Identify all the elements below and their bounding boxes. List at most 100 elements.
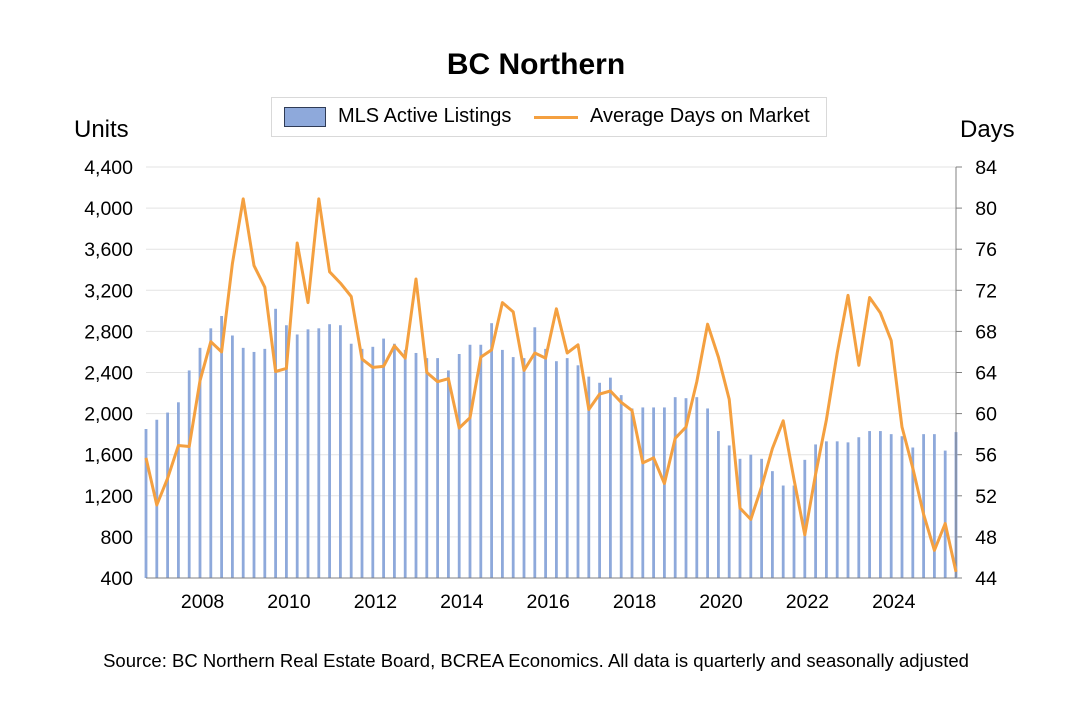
listings-bar xyxy=(144,429,148,578)
listings-bar xyxy=(846,442,850,578)
listings-bar xyxy=(522,358,526,578)
x-tick-label: 2014 xyxy=(440,591,484,613)
listings-bar xyxy=(673,397,677,578)
left-tick-label: 800 xyxy=(100,527,133,549)
right-tick-label: 80 xyxy=(975,198,997,220)
days-on-market-line xyxy=(144,197,958,573)
listings-bar xyxy=(263,348,267,578)
right-tick-label: 48 xyxy=(975,527,997,549)
listings-bar xyxy=(587,376,591,578)
x-tick-label: 2022 xyxy=(786,591,829,613)
left-axis-title: Units xyxy=(74,116,129,143)
listings-bar xyxy=(511,357,515,578)
left-tick-label: 4,400 xyxy=(84,157,133,179)
legend-swatch-listings xyxy=(284,107,326,127)
listings-bar xyxy=(198,347,202,578)
chart-plot-area: 400 44 800 48 1,200 52 1,600 56 2,000 60 2,400 64 2,… xyxy=(84,157,997,613)
listings-bar xyxy=(857,437,861,578)
listings-bar xyxy=(609,377,612,578)
right-tick-label: 84 xyxy=(975,157,997,179)
listings-bar xyxy=(241,347,245,578)
x-tick-label: 2020 xyxy=(699,591,743,613)
listings-bar xyxy=(220,315,223,578)
listings-bar xyxy=(717,431,720,578)
listings-bar xyxy=(231,335,234,578)
left-tick-label: 400 xyxy=(100,568,133,590)
listings-bar xyxy=(771,471,774,578)
listings-bar xyxy=(360,348,364,578)
left-tick-label: 3,200 xyxy=(84,280,133,302)
listings-bar xyxy=(295,334,299,578)
chart-legend: MLS Active Listings Average Days on Mark… xyxy=(271,97,827,137)
listings-bar xyxy=(825,441,828,578)
source-note: Source: BC Northern Real Estate Board, B… xyxy=(103,650,969,671)
listings-bar xyxy=(868,431,871,578)
listings-bar xyxy=(889,434,893,578)
listings-bar xyxy=(274,308,277,578)
listings-bar xyxy=(706,408,709,578)
listings-bar xyxy=(900,436,904,578)
legend-label-days: Average Days on Market xyxy=(590,105,810,127)
x-tick-label: 2008 xyxy=(181,591,224,613)
listings-bar xyxy=(447,370,450,578)
listings-bar xyxy=(252,351,256,578)
listings-bar xyxy=(349,343,353,578)
right-tick-label: 44 xyxy=(975,568,997,590)
listings-bar xyxy=(479,344,483,578)
listings-bar xyxy=(544,348,547,578)
listings-bar xyxy=(933,434,936,578)
listings-bar xyxy=(285,325,288,578)
listings-bar xyxy=(781,485,785,578)
listings-bar xyxy=(695,397,699,578)
right-tick-label: 60 xyxy=(975,404,997,426)
right-tick-label: 72 xyxy=(975,280,997,302)
listings-bar xyxy=(177,402,180,578)
legend-label-listings: MLS Active Listings xyxy=(338,105,512,127)
listings-bar xyxy=(339,325,342,578)
listings-bar xyxy=(187,370,191,578)
listings-bar xyxy=(468,344,472,578)
listings-bar xyxy=(814,444,817,578)
listings-bar xyxy=(922,434,925,578)
listings-bar xyxy=(727,445,731,578)
right-tick-label: 76 xyxy=(975,239,997,261)
listings-bar xyxy=(835,441,839,578)
x-tick-label: 2024 xyxy=(872,591,916,613)
listings-bar xyxy=(490,323,493,578)
right-tick-label: 68 xyxy=(975,321,997,343)
listings-bar xyxy=(684,398,688,578)
listings-bar xyxy=(436,358,439,578)
listings-bar xyxy=(166,412,169,578)
listings-bar xyxy=(403,349,407,578)
listings-bar xyxy=(641,407,645,578)
right-tick-label: 52 xyxy=(975,486,997,508)
listings-bar xyxy=(317,328,321,578)
listings-bar xyxy=(598,382,601,578)
listings-bar xyxy=(803,459,807,578)
listings-bar xyxy=(738,458,742,578)
listings-bar xyxy=(209,328,213,578)
listings-bar xyxy=(943,450,947,578)
listings-bar xyxy=(792,485,796,578)
listings-bar xyxy=(371,346,375,578)
left-tick-label: 1,200 xyxy=(84,486,133,508)
listings-bar xyxy=(576,365,580,578)
right-tick-label: 64 xyxy=(975,363,997,385)
left-tick-label: 2,000 xyxy=(84,404,133,426)
left-tick-label: 2,800 xyxy=(84,321,133,343)
listings-bar xyxy=(501,349,504,578)
left-tick-label: 3,600 xyxy=(84,239,133,261)
x-tick-label: 2018 xyxy=(613,591,656,613)
listings-bar xyxy=(425,358,429,578)
listings-bar xyxy=(630,408,634,578)
listings-bar xyxy=(393,343,396,578)
listings-bar xyxy=(663,407,666,578)
left-tick-label: 2,400 xyxy=(84,363,133,385)
chart-title: BC Northern xyxy=(446,48,626,81)
listings-bar xyxy=(306,329,310,578)
listings-bar xyxy=(879,431,882,578)
listings-bar xyxy=(555,361,558,578)
x-tick-label: 2016 xyxy=(526,591,569,613)
right-tick-label: 56 xyxy=(975,445,997,467)
listings-bar xyxy=(619,395,623,578)
